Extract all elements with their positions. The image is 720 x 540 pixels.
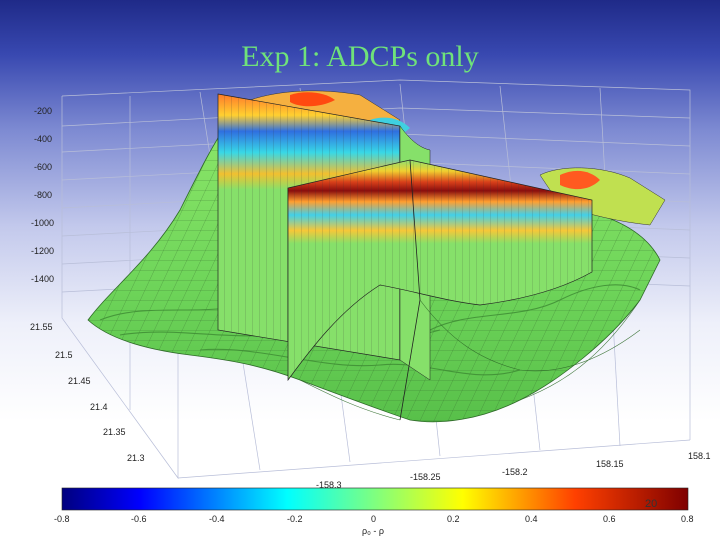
x-tick-label: 158.15 xyxy=(596,459,624,469)
x-tick-label: 158.1 xyxy=(688,451,711,461)
z-tick-label: -1000 xyxy=(31,218,54,228)
z-tick-label: -800 xyxy=(34,190,52,200)
colorbar-tick-label: 0.6 xyxy=(603,514,616,524)
x-tick-label: -158.25 xyxy=(410,472,441,482)
colorbar-label: ρ₀ - ρ xyxy=(362,526,384,536)
z-tick-label: -400 xyxy=(34,134,52,144)
z-tick-label: -200 xyxy=(34,106,52,116)
page-number: 20 xyxy=(645,498,657,510)
colorbar-tick-label: 0.8 xyxy=(681,514,694,524)
z-tick-label: -600 xyxy=(34,162,52,172)
colorbar-tick-label: -0.2 xyxy=(287,514,303,524)
colorbar-tick-label: -0.6 xyxy=(131,514,147,524)
colorbar-tick-label: 0 xyxy=(371,514,376,524)
slide-title: Exp 1: ADCPs only xyxy=(241,40,479,73)
z-tick-label: -1200 xyxy=(31,246,54,256)
colorbar-tick-label: -0.8 xyxy=(54,514,70,524)
y-tick-label: 21.3 xyxy=(127,453,145,463)
y-tick-label: 21.55 xyxy=(30,322,53,332)
colorbar-tick-label: -0.4 xyxy=(209,514,225,524)
y-axis-ticks: 21.55 21.5 21.45 21.4 21.35 21.3 xyxy=(30,322,145,463)
colorbar-gradient xyxy=(61,487,689,511)
y-tick-label: 21.5 xyxy=(55,350,73,360)
foreground-mesh xyxy=(299,299,641,421)
x-axis-ticks: -158.3 -158.25 -158.2 158.15 158.1 xyxy=(316,451,711,490)
colorbar-tick-label: 0.4 xyxy=(525,514,538,524)
y-tick-label: 21.45 xyxy=(68,376,91,386)
y-tick-label: 21.4 xyxy=(90,402,108,412)
z-tick-label: -1400 xyxy=(31,274,54,284)
colorbar-tick-label: 0.2 xyxy=(447,514,460,524)
z-axis-ticks: -200 -400 -600 -800 -1000 -1200 -1400 xyxy=(31,106,54,284)
x-tick-label: -158.3 xyxy=(316,480,342,490)
y-tick-label: 21.35 xyxy=(103,427,126,437)
colorbar-ticks: -0.8 -0.6 -0.4 -0.2 0 0.2 0.4 0.6 0.8 xyxy=(54,514,694,524)
colorbar: -0.8 -0.6 -0.4 -0.2 0 0.2 0.4 0.6 0.8 ρ₀… xyxy=(54,487,694,536)
x-tick-label: -158.2 xyxy=(502,467,528,477)
